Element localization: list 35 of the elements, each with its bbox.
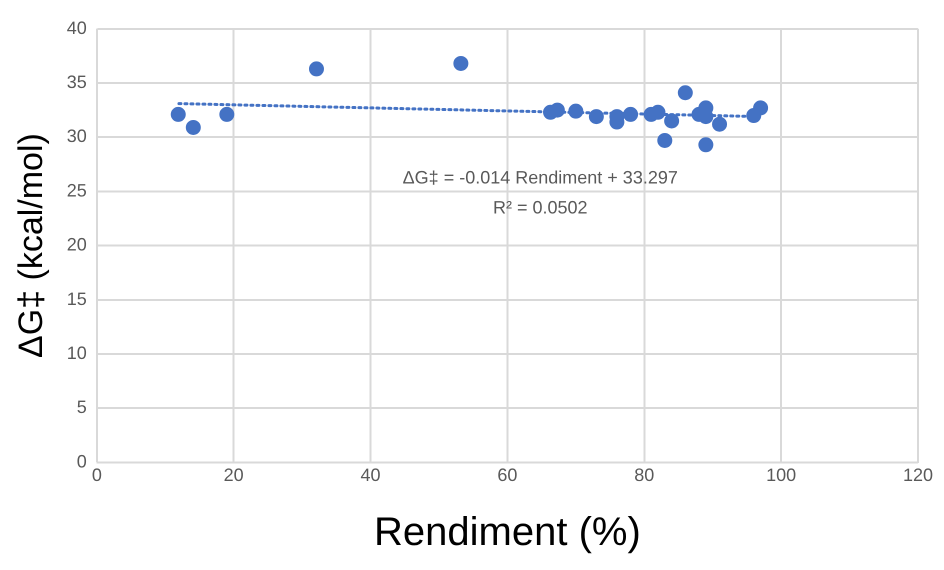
point [698,137,714,152]
point [753,100,768,116]
y-tick-label: 40 [66,18,87,38]
annotation: ΔG‡ = -0.014 Rendiment + 33.297 [402,167,678,188]
point [678,85,693,100]
y-tick-label: 25 [66,180,87,200]
x-tick-label: 120 [902,465,934,486]
point [550,102,565,118]
x-tick-label: 20 [224,465,244,486]
y-tick-label: 15 [66,288,87,309]
point [308,61,324,76]
x-tick-label: 80 [634,465,654,486]
y-tick-label: 30 [66,126,87,146]
point [170,106,186,122]
y-tick-label: 35 [66,72,87,92]
point [219,106,234,122]
point [453,56,468,71]
y-axis-title: ΔG‡ (kcal/mol) [12,133,50,358]
y-tick-label: 0 [76,451,87,472]
point [186,120,201,135]
y-tick-label: 10 [66,342,87,363]
y-tick-label: 5 [76,397,87,418]
point [657,132,672,148]
y-tick-label: 20 [66,234,87,255]
annotation: R² = 0.0502 [492,197,588,218]
x-tick-label: 100 [766,465,796,486]
point [712,116,728,132]
x-axis-title: Rendiment (%) [374,510,641,554]
x-tick-label: 40 [360,465,381,486]
point [588,109,604,124]
point [664,113,680,128]
x-tick-label: 0 [92,465,102,486]
point [568,104,584,119]
x-tick-label: 60 [497,465,518,486]
point [623,106,638,122]
